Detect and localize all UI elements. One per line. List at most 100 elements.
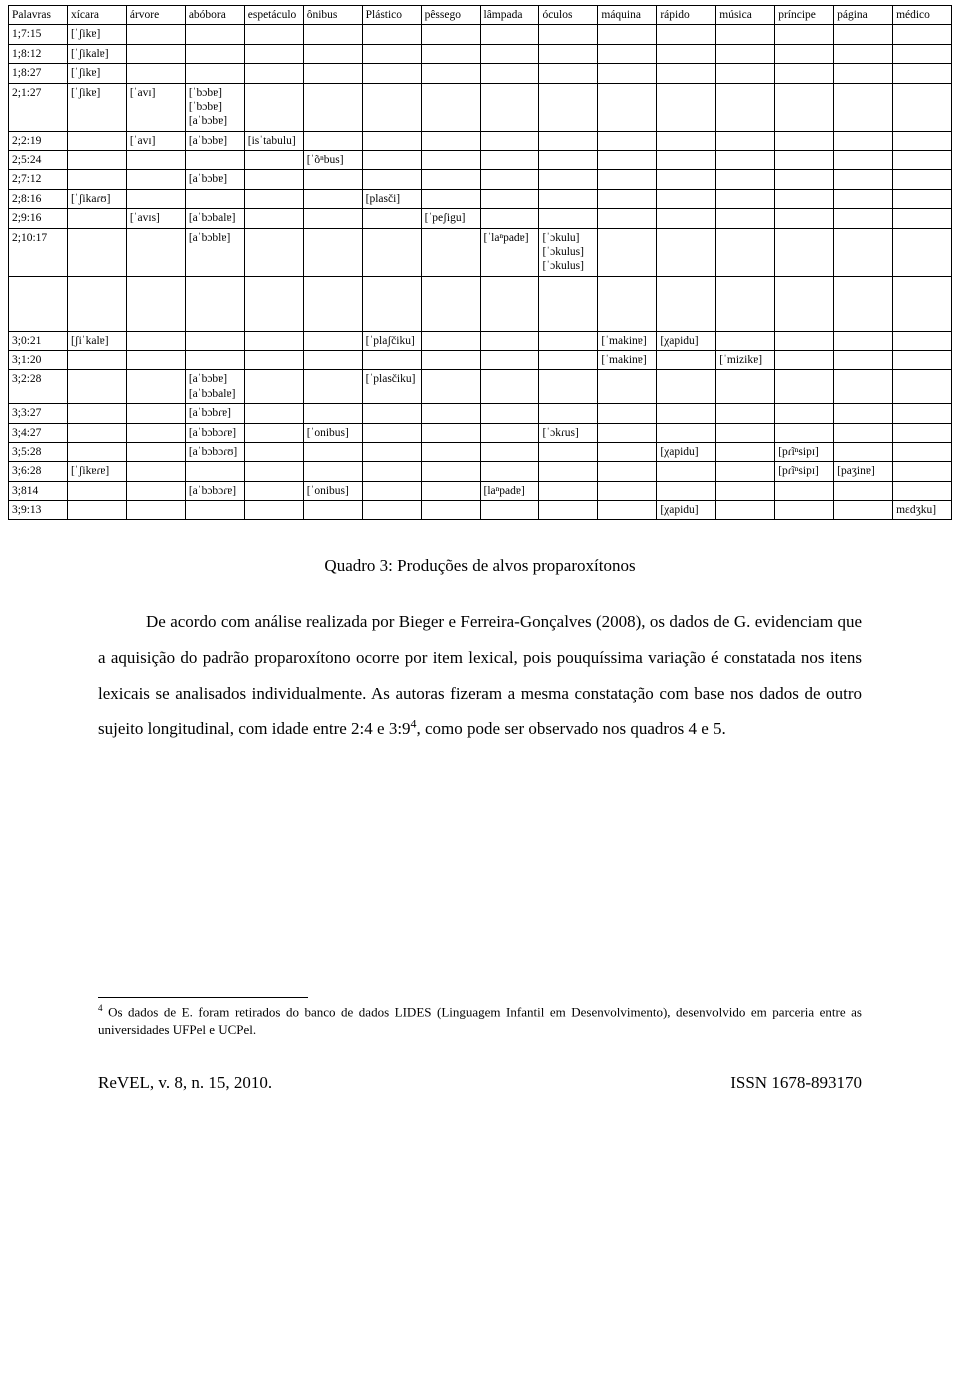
table-cell	[598, 370, 657, 404]
table-cell	[126, 228, 185, 276]
column-header: óculos	[539, 6, 598, 25]
table-cell: [ˈʃikɐɾɐ]	[67, 462, 126, 481]
table-cell: [ˈavɪs]	[126, 209, 185, 228]
table-spacer-cell	[303, 276, 362, 331]
table-cell: 1;8:27	[9, 64, 68, 83]
table-cell: [χapidu]	[657, 442, 716, 461]
table-cell	[185, 25, 244, 44]
table-cell	[834, 209, 893, 228]
table-row: 1;8:12[ˈʃikalɐ]	[9, 44, 952, 63]
table-row: 3;6:28[ˈʃikɐɾɐ][pɾĩⁿsipɪ][paʒinɐ]	[9, 462, 952, 481]
table-cell	[126, 151, 185, 170]
footer-page-number: 70	[845, 1073, 862, 1092]
table-cell	[303, 25, 362, 44]
table-cell	[303, 131, 362, 150]
table-cell	[834, 370, 893, 404]
footer-issn: ISSN 1678-8931	[730, 1073, 845, 1092]
table-cell	[244, 423, 303, 442]
table-cell	[598, 481, 657, 500]
table-cell	[303, 228, 362, 276]
table-cell	[185, 331, 244, 350]
table-cell	[244, 481, 303, 500]
table-row: 2;8:16[ˈʃikaɾʊ][plasči]	[9, 189, 952, 208]
table-cell: [ˈʃikɐ]	[67, 83, 126, 131]
table-cell: 3;2:28	[9, 370, 68, 404]
table-row: 3;814[aˈbɔbɔɾɐ][ˈonibus][laⁿpadɐ]	[9, 481, 952, 500]
table-cell	[834, 331, 893, 350]
table-cell	[421, 481, 480, 500]
table-cell	[775, 25, 834, 44]
table-cell	[657, 25, 716, 44]
table-cell	[421, 404, 480, 423]
table-cell: [ˈonibus]	[303, 423, 362, 442]
table-cell	[539, 64, 598, 83]
table-cell	[775, 131, 834, 150]
table-cell	[834, 228, 893, 276]
table-cell	[539, 83, 598, 131]
table-cell: [ˈpeʃigu]	[421, 209, 480, 228]
table-cell	[185, 64, 244, 83]
table-cell	[244, 83, 303, 131]
table-cell	[126, 44, 185, 63]
table-cell: [ˈavɪ]	[126, 83, 185, 131]
table-cell	[657, 64, 716, 83]
column-header: Plástico	[362, 6, 421, 25]
table-spacer-cell	[775, 276, 834, 331]
table-cell	[657, 404, 716, 423]
table-cell	[185, 151, 244, 170]
table-cell: 2;7:12	[9, 170, 68, 189]
table-cell	[775, 404, 834, 423]
table-cell	[362, 64, 421, 83]
table-row: 2;1:27[ˈʃikɐ][ˈavɪ][ˈbɔbɐ][ˈbɔbɐ][aˈbɔbɐ…	[9, 83, 952, 131]
table-cell	[421, 423, 480, 442]
column-header: pêssego	[421, 6, 480, 25]
table-cell	[716, 481, 775, 500]
table-cell: 3;9:13	[9, 501, 68, 520]
table-cell	[303, 331, 362, 350]
table-cell	[67, 228, 126, 276]
table-cell	[893, 404, 952, 423]
table-cell	[834, 131, 893, 150]
table-cell	[893, 25, 952, 44]
table-cell	[480, 170, 539, 189]
footnote-text: Os dados de E. foram retirados do banco …	[98, 1004, 862, 1037]
table-cell	[244, 44, 303, 63]
table-cell	[598, 501, 657, 520]
table-cell	[716, 209, 775, 228]
table-cell	[716, 501, 775, 520]
table-cell: 2;5:24	[9, 151, 68, 170]
table-spacer-cell	[834, 276, 893, 331]
table-cell	[539, 25, 598, 44]
table-cell	[893, 151, 952, 170]
table-cell	[539, 481, 598, 500]
table-cell	[834, 25, 893, 44]
table-cell	[716, 189, 775, 208]
column-header: xícara	[67, 6, 126, 25]
table-cell	[480, 404, 539, 423]
table-cell	[67, 404, 126, 423]
table-cell	[303, 64, 362, 83]
table-cell	[893, 228, 952, 276]
table-cell	[539, 189, 598, 208]
table-cell	[244, 351, 303, 370]
table-cell	[539, 331, 598, 350]
table-cell	[303, 83, 362, 131]
body-paragraph: De acordo com análise realizada por Bieg…	[98, 604, 862, 747]
table-cell	[67, 370, 126, 404]
table-cell	[362, 170, 421, 189]
table-cell: [ˈlaⁿpadɐ]	[480, 228, 539, 276]
table-cell	[303, 44, 362, 63]
column-header: espetáculo	[244, 6, 303, 25]
table-cell	[67, 481, 126, 500]
table-cell	[598, 170, 657, 189]
table-cell	[716, 462, 775, 481]
table-cell: 2;10:17	[9, 228, 68, 276]
table-cell: [ˈonibus]	[303, 481, 362, 500]
table-cell	[539, 170, 598, 189]
table-cell	[480, 83, 539, 131]
table-row: 2;5:24[ˈõⁿbus]	[9, 151, 952, 170]
table-cell	[185, 189, 244, 208]
table-cell	[421, 228, 480, 276]
table-cell	[480, 423, 539, 442]
table-cell	[657, 228, 716, 276]
